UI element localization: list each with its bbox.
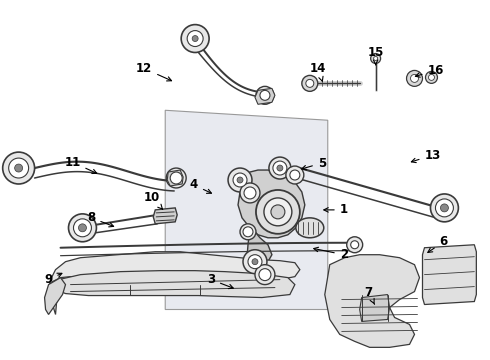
Text: 3: 3	[207, 273, 233, 289]
Polygon shape	[153, 208, 177, 224]
Circle shape	[428, 75, 435, 80]
Circle shape	[240, 224, 256, 240]
Circle shape	[243, 250, 267, 274]
Circle shape	[374, 57, 378, 60]
Circle shape	[252, 259, 258, 265]
Circle shape	[425, 71, 438, 84]
Circle shape	[269, 157, 291, 179]
Polygon shape	[247, 228, 272, 268]
Circle shape	[170, 172, 182, 184]
Polygon shape	[45, 278, 66, 315]
Polygon shape	[238, 170, 305, 238]
Circle shape	[431, 194, 458, 222]
Ellipse shape	[296, 218, 324, 238]
Circle shape	[273, 161, 287, 175]
Text: 13: 13	[412, 149, 441, 163]
Text: 7: 7	[365, 286, 374, 304]
Polygon shape	[422, 245, 476, 305]
Circle shape	[237, 177, 243, 183]
Circle shape	[240, 183, 260, 203]
Circle shape	[181, 24, 209, 53]
Circle shape	[256, 190, 300, 234]
Text: 11: 11	[64, 156, 97, 174]
Text: 5: 5	[302, 157, 326, 170]
Circle shape	[290, 170, 300, 180]
Circle shape	[255, 265, 275, 285]
Text: 14: 14	[310, 62, 326, 81]
Circle shape	[2, 152, 35, 184]
Circle shape	[271, 205, 285, 219]
Circle shape	[192, 36, 198, 41]
Circle shape	[233, 173, 247, 187]
Circle shape	[302, 75, 318, 91]
Polygon shape	[167, 170, 183, 186]
Circle shape	[187, 31, 203, 46]
Circle shape	[74, 219, 92, 237]
Circle shape	[347, 237, 363, 253]
Text: 6: 6	[428, 235, 448, 252]
Text: 8: 8	[87, 211, 114, 227]
Circle shape	[370, 54, 381, 63]
Polygon shape	[360, 294, 390, 321]
Text: 9: 9	[44, 273, 62, 286]
Circle shape	[306, 80, 314, 87]
Circle shape	[248, 255, 262, 269]
Circle shape	[286, 166, 304, 184]
Circle shape	[277, 165, 283, 171]
Circle shape	[256, 86, 274, 104]
Polygon shape	[255, 88, 275, 104]
Circle shape	[264, 198, 292, 226]
Text: 10: 10	[144, 192, 163, 210]
Text: 2: 2	[314, 247, 348, 261]
Circle shape	[244, 187, 256, 199]
Circle shape	[166, 168, 186, 188]
Circle shape	[260, 90, 270, 100]
Circle shape	[243, 227, 253, 237]
Polygon shape	[49, 252, 300, 289]
Text: 1: 1	[324, 203, 348, 216]
Circle shape	[411, 75, 418, 82]
Circle shape	[69, 214, 97, 242]
Text: 15: 15	[368, 46, 384, 65]
Circle shape	[78, 224, 86, 232]
Polygon shape	[165, 110, 328, 310]
Circle shape	[259, 269, 271, 280]
Circle shape	[436, 199, 453, 217]
Circle shape	[15, 164, 23, 172]
Circle shape	[228, 168, 252, 192]
Circle shape	[9, 158, 28, 178]
Circle shape	[407, 71, 422, 86]
Polygon shape	[52, 271, 295, 315]
Polygon shape	[325, 255, 419, 347]
Circle shape	[351, 241, 359, 249]
Circle shape	[441, 204, 448, 212]
Text: 4: 4	[190, 179, 212, 193]
Text: 16: 16	[416, 64, 444, 77]
Text: 12: 12	[136, 62, 171, 81]
